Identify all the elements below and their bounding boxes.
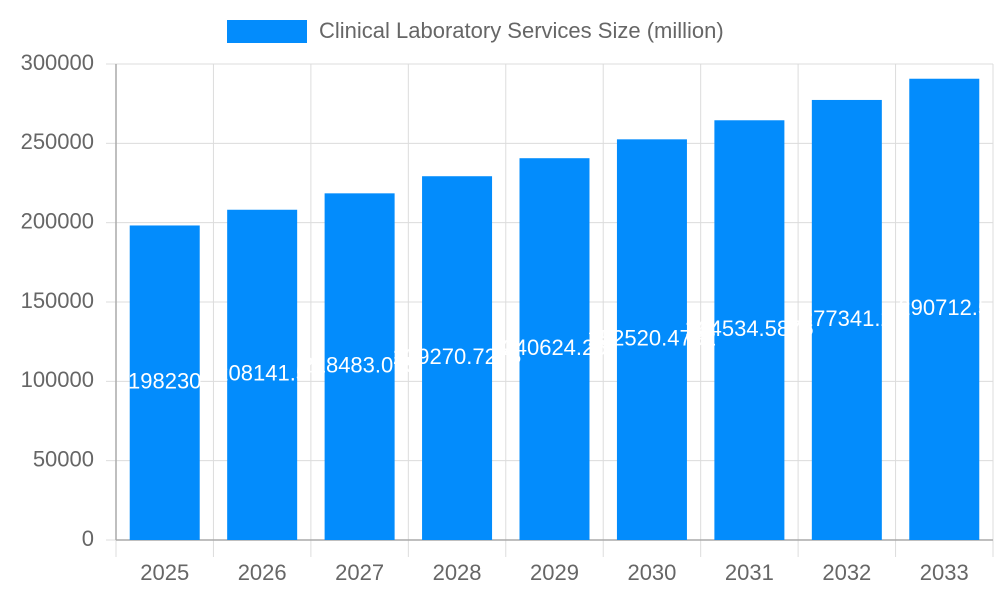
bar — [519, 158, 590, 540]
data-label: 264534.5875 — [685, 316, 813, 341]
x-tick-label: 2026 — [238, 560, 287, 585]
y-tick-label: 50000 — [33, 446, 94, 471]
y-tick-label: 150000 — [21, 288, 94, 313]
bar — [909, 78, 980, 540]
y-tick-label: 250000 — [21, 129, 94, 154]
bar — [422, 176, 493, 540]
legend-swatch — [227, 20, 307, 43]
data-label: 218483.075 — [301, 352, 417, 377]
data-label: 240624.26 — [503, 335, 607, 360]
bar — [714, 120, 785, 540]
bar — [811, 99, 882, 540]
x-tick-label: 2033 — [920, 560, 969, 585]
y-tick-label: 0 — [82, 526, 94, 551]
x-tick-label: 2027 — [335, 560, 384, 585]
bar — [324, 193, 395, 540]
x-tick-label: 2025 — [140, 560, 189, 585]
bar — [616, 139, 687, 541]
x-tick-label: 2028 — [433, 560, 482, 585]
y-tick-label: 100000 — [21, 367, 94, 392]
data-label: 208141.5 — [216, 361, 308, 386]
x-tick-label: 2029 — [530, 560, 579, 585]
y-tick-label: 300000 — [21, 50, 94, 75]
data-label: 198230 — [128, 369, 201, 394]
bar — [227, 209, 298, 540]
data-label: 229270.7275 — [393, 344, 521, 369]
x-tick-label: 2032 — [822, 560, 871, 585]
legend-label: Clinical Laboratory Services Size (milli… — [319, 18, 724, 43]
data-label: 290712.5 — [898, 295, 990, 320]
x-tick-label: 2030 — [627, 560, 676, 585]
x-tick-label: 2031 — [725, 560, 774, 585]
data-label: 277341.2 — [801, 306, 893, 331]
data-label: 252520.4732 — [588, 325, 716, 350]
bar — [129, 225, 200, 540]
y-tick-label: 200000 — [21, 208, 94, 233]
